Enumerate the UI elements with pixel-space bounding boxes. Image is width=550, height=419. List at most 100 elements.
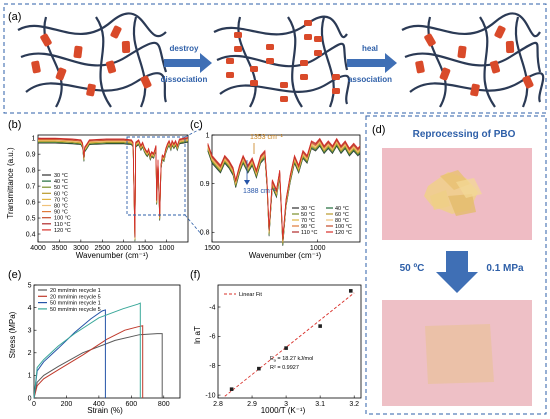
e-ytick-label: 2 [28,350,32,357]
pbo-film [425,324,494,384]
c-series-line [207,137,361,239]
b-plot-frame [37,134,189,243]
b-xtick-label: 2000 [116,245,132,252]
c-legend-entry: 70 °C [301,218,315,224]
e-ytick-label: 3 [28,328,32,335]
c-legend-entry: 90 °C [301,224,315,230]
crosslink [31,60,41,74]
polymer-chain [320,16,335,108]
heal-arrow-icon [347,53,397,73]
f-fit-line [224,292,355,397]
association-label: association [348,75,392,84]
panel-b-label: (b) [8,119,21,131]
crosslink-half [234,32,242,38]
panel-a-frame [3,3,547,114]
e-legend-entry: 20 mm/min recycle 1 [50,288,101,294]
panel-b: (b) Transmittance (a.u.) Wavenumber (cm⁻… [6,119,203,260]
b-ytick-label: 0.9 [26,151,36,158]
zoom-line-bottom [184,214,203,236]
e-plot-frame [33,284,181,399]
c-plot-frame [211,134,361,243]
b-legend-entry: 90 °C [54,210,68,216]
f-legend-entry: Linear Fit [239,292,262,298]
b-xtick-label: 3500 [52,245,68,252]
c-legend-entry: 60 °C [335,212,349,218]
f-ytick-label: -6 [209,334,215,341]
dissociation-label: dissociation [161,75,208,84]
b-xtick-label: 3000 [73,245,89,252]
crosslink [457,45,467,59]
crosslink-half [250,66,258,72]
crosslink-half [332,88,340,94]
ftir-zoom-chart: 1500 1000 0.8 0.9 1 30 °C 40 °C 50 °C 60 °C 70 °C… [200,132,361,252]
f-xtick-label: 3.2 [349,401,359,408]
crosslink-half [234,46,242,52]
polymer-chain [43,16,63,108]
crosslink-half [304,34,312,40]
arrow-1388-head [244,180,250,185]
b-legend-entry: 120 °C [54,228,71,234]
panel-c-xlabel: Wavenumber (cm⁻¹) [249,251,322,260]
polymer-chain [20,41,168,73]
panel-f-ylabel: ln aT [193,326,202,344]
stress-strain-chart: 0 200 400 600 800 0 1 2 3 4 5 20 mm/min recycle 120… [28,282,181,408]
destroy-arrow-icon [164,53,212,73]
e-ytick-label: 5 [28,282,32,289]
ftir-full-chart: 4000 3500 3000 2500 2000 1500 1000 0.4 0.5 0.6 0.7… [26,134,189,252]
panel-d: (d) Reprocessing of PBO 50 ºC 0.1 MPa [365,115,547,415]
c-legend-entry: 50 °C [301,212,315,218]
polymer-chain [25,72,168,103]
polymer-chain [95,16,112,108]
r2-label: R² = 0.9927 [270,365,299,371]
b-ytick-label: 0.6 [26,199,36,206]
ea-label: Ea = 18.27 kJ/mol [270,356,313,363]
b-legend-entry: 110 °C [54,222,70,228]
b-legend-entry: 50 °C [54,185,68,191]
polymer-chain [237,16,257,108]
crosslink [40,33,52,47]
c-ytick-label: 0.8 [200,230,210,237]
zoom-line-top [184,127,203,138]
crosslink-half [304,20,312,26]
crosslink-half [250,80,258,86]
b-xtick-label: 1500 [137,245,153,252]
polymer-chain [514,16,529,108]
crosslink-half [314,50,322,56]
b-ytick-label: 0.5 [26,215,36,222]
b-legend-entry: 80 °C [54,204,68,210]
panel-e: (e) Stress (MPa) Strain (%) 0 200 400 600 80… [8,269,181,415]
c-legend-entry: 80 °C [335,218,349,224]
polymer-chain [219,74,351,105]
panel-f-xlabel: 1000/T (K⁻¹) [261,406,306,415]
e-ytick-label: 0 [28,395,32,402]
process-arrow-icon [436,272,478,293]
heal-label: heal [362,44,378,53]
b-ytick-label: 1 [32,135,36,142]
e-series-line [33,333,163,399]
crosslink-half [300,60,308,66]
f-ytick-label: -4 [209,304,215,311]
e-xtick-label: 200 [61,401,73,408]
crosslink [489,60,501,74]
b-legend-entry: 70 °C [54,197,68,203]
b-ytick-label: 0.4 [26,231,36,238]
b-legend-entry: 60 °C [54,191,68,197]
b-legend-entry: 30 °C [54,173,68,179]
polymer-chain [427,16,447,108]
crosslink-half [226,72,234,78]
heal-arrow: heal association [347,44,397,84]
c-xtick-label: 1500 [204,245,220,252]
f-data-point [318,324,322,328]
f-data-point [257,366,261,371]
polymer-network-3 [401,12,545,108]
crosslink [140,75,152,89]
crosslink-half [266,44,274,50]
c-ytick-label: 0.9 [200,181,210,188]
e-series-line [33,325,144,399]
panel-a: (a) destroy dissociation heal associatio… [3,3,547,114]
panel-e-ylabel: Stress (MPa) [8,311,17,358]
crosslink-half [226,58,234,64]
annotation-1388: 1388 cm⁻¹ [243,188,277,195]
polymer-chain [216,42,349,71]
f-xtick-label: 2.9 [247,401,257,408]
